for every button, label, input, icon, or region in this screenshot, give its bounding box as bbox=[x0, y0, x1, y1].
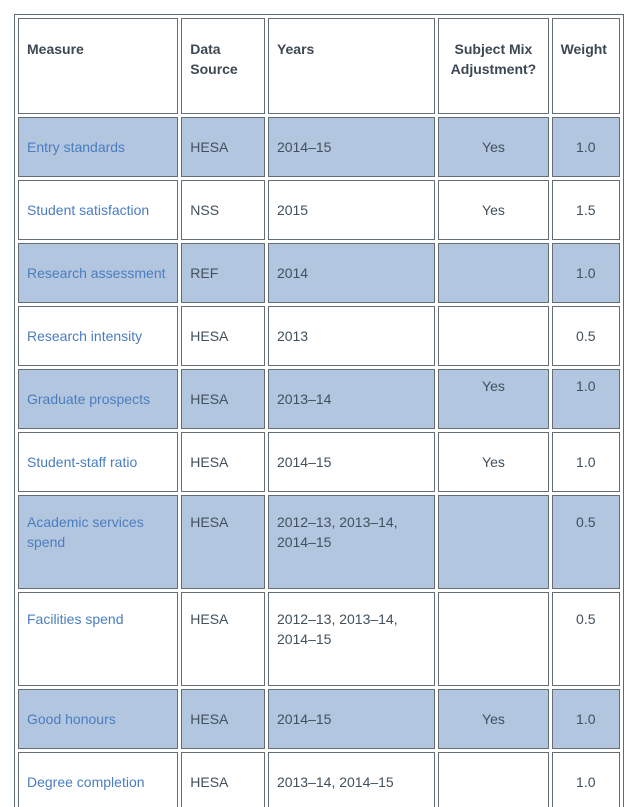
cell-measure: Student satisfaction bbox=[18, 180, 179, 240]
cell-subject-mix-adjustment bbox=[438, 495, 549, 589]
cell-measure: Degree completion bbox=[18, 752, 179, 807]
measure-link[interactable]: Graduate prospects bbox=[27, 391, 150, 407]
table-row: Student-staff ratio HESA 2014–15 Yes 1.0 bbox=[18, 432, 620, 492]
header-source: Data Source bbox=[181, 18, 265, 114]
cell-subject-mix-adjustment bbox=[438, 243, 549, 303]
cell-years: 2014–15 bbox=[267, 432, 436, 492]
measure-link[interactable]: Degree completion bbox=[27, 774, 145, 790]
table-row: Research intensity HESA 2013 0.5 bbox=[18, 306, 620, 366]
measure-link[interactable]: Academic services spend bbox=[27, 514, 144, 550]
cell-years: 2014–15 bbox=[267, 117, 436, 177]
cell-data-source: HESA bbox=[181, 592, 265, 686]
measure-link[interactable]: Good honours bbox=[27, 711, 116, 727]
measure-link[interactable]: Research intensity bbox=[27, 328, 143, 344]
cell-data-source: HESA bbox=[181, 432, 265, 492]
table-row: Student satisfaction NSS 2015 Yes 1.5 bbox=[18, 180, 620, 240]
cell-measure: Research assessment bbox=[18, 243, 179, 303]
cell-subject-mix-adjustment: Yes bbox=[438, 369, 549, 429]
cell-measure: Student-staff ratio bbox=[18, 432, 179, 492]
table-row: Good honours HESA 2014–15 Yes 1.0 bbox=[18, 689, 620, 749]
cell-measure: Academic services spend bbox=[18, 495, 179, 589]
cell-data-source: HESA bbox=[181, 495, 265, 589]
measure-link[interactable]: Research assessment bbox=[27, 265, 166, 281]
cell-weight: 1.0 bbox=[551, 752, 620, 807]
header-measure: Measure bbox=[18, 18, 179, 114]
table-row: Degree completion HESA 2013–14, 2014–15 … bbox=[18, 752, 620, 807]
cell-subject-mix-adjustment: Yes bbox=[438, 689, 549, 749]
table-row: Entry standards HESA 2014–15 Yes 1.0 bbox=[18, 117, 620, 177]
cell-years: 2013–14, 2014–15 bbox=[267, 752, 436, 807]
cell-weight: 1.0 bbox=[551, 369, 620, 429]
cell-weight: 0.5 bbox=[551, 306, 620, 366]
cell-years: 2015 bbox=[267, 180, 436, 240]
cell-data-source: NSS bbox=[181, 180, 265, 240]
cell-weight: 1.0 bbox=[551, 117, 620, 177]
cell-weight: 0.5 bbox=[551, 592, 620, 686]
methodology-table: Measure Data Source Years Subject Mix Ad… bbox=[14, 14, 624, 807]
table-row: Graduate prospects HESA 2013–14 Yes 1.0 bbox=[18, 369, 620, 429]
table-row: Academic services spend HESA 2012–13, 20… bbox=[18, 495, 620, 589]
cell-years: 2014 bbox=[267, 243, 436, 303]
cell-measure: Facilities spend bbox=[18, 592, 179, 686]
cell-measure: Graduate prospects bbox=[18, 369, 179, 429]
measure-link[interactable]: Entry standards bbox=[27, 139, 126, 155]
measure-link[interactable]: Facilities spend bbox=[27, 611, 124, 627]
cell-subject-mix-adjustment: Yes bbox=[438, 432, 549, 492]
cell-years: 2014–15 bbox=[267, 689, 436, 749]
cell-data-source: HESA bbox=[181, 369, 265, 429]
cell-weight: 1.0 bbox=[551, 689, 620, 749]
cell-subject-mix-adjustment bbox=[438, 306, 549, 366]
cell-years: 2012–13, 2013–14, 2014–15 bbox=[267, 495, 436, 589]
cell-data-source: HESA bbox=[181, 117, 265, 177]
cell-subject-mix-adjustment: Yes bbox=[438, 180, 549, 240]
cell-subject-mix-adjustment: Yes bbox=[438, 117, 549, 177]
cell-weight: 1.0 bbox=[551, 243, 620, 303]
table-row: Research assessment REF 2014 1.0 bbox=[18, 243, 620, 303]
cell-weight: 0.5 bbox=[551, 495, 620, 589]
table-body: Entry standards HESA 2014–15 Yes 1.0 Stu… bbox=[18, 117, 620, 807]
cell-data-source: HESA bbox=[181, 689, 265, 749]
cell-weight: 1.0 bbox=[551, 432, 620, 492]
header-row: Measure Data Source Years Subject Mix Ad… bbox=[18, 18, 620, 114]
cell-measure: Research intensity bbox=[18, 306, 179, 366]
table-header: Measure Data Source Years Subject Mix Ad… bbox=[18, 18, 620, 114]
measure-link[interactable]: Student satisfaction bbox=[27, 202, 150, 218]
cell-subject-mix-adjustment bbox=[438, 592, 549, 686]
measure-link[interactable]: Student-staff ratio bbox=[27, 454, 138, 470]
cell-years: 2013 bbox=[267, 306, 436, 366]
cell-data-source: HESA bbox=[181, 752, 265, 807]
cell-data-source: REF bbox=[181, 243, 265, 303]
header-years: Years bbox=[267, 18, 436, 114]
table-row: Facilities spend HESA 2012–13, 2013–14, … bbox=[18, 592, 620, 686]
cell-data-source: HESA bbox=[181, 306, 265, 366]
cell-years: 2013–14 bbox=[267, 369, 436, 429]
cell-measure: Entry standards bbox=[18, 117, 179, 177]
header-weight: Weight bbox=[551, 18, 620, 114]
cell-measure: Good honours bbox=[18, 689, 179, 749]
cell-years: 2012–13, 2013–14, 2014–15 bbox=[267, 592, 436, 686]
cell-weight: 1.5 bbox=[551, 180, 620, 240]
header-adjustment: Subject Mix Adjustment? bbox=[438, 18, 549, 114]
cell-subject-mix-adjustment bbox=[438, 752, 549, 807]
